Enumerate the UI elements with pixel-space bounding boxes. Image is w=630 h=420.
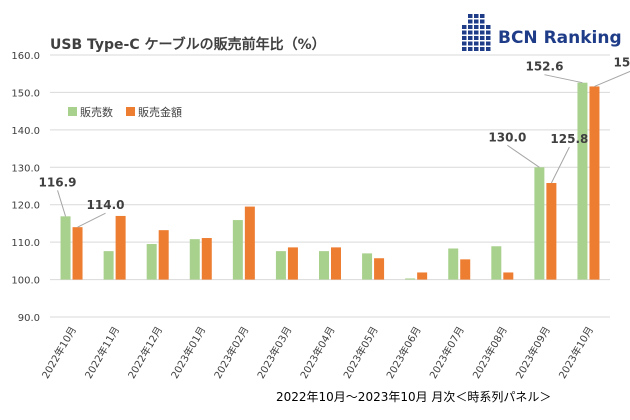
x-tick-label: 2023年02月 xyxy=(211,324,251,381)
bar-sales-count xyxy=(60,216,71,280)
bar-sales-amount xyxy=(374,258,385,280)
x-tick-label: 2023年01月 xyxy=(168,324,208,381)
x-tick-label: 2023年05月 xyxy=(340,324,380,381)
legend-sales-count: 販売数 xyxy=(80,106,113,119)
leader-line xyxy=(550,146,570,184)
leader-line xyxy=(57,190,67,217)
bar-sales-count xyxy=(534,167,545,280)
bar-sales-amount xyxy=(460,259,471,280)
leader-line xyxy=(544,74,583,84)
legend-sales-amount: 販売金額 xyxy=(138,105,182,119)
chart-title: USB Type-C ケーブルの販売前年比（%） xyxy=(50,36,326,53)
bar-sales-count xyxy=(103,251,114,280)
bar-sales-count xyxy=(577,82,588,280)
leader-line xyxy=(594,70,630,87)
leader-line xyxy=(77,212,106,228)
x-tick-label: 2023年09月 xyxy=(513,324,553,381)
data-label: 116.9 xyxy=(39,175,77,189)
y-tick-label: 140.0 xyxy=(11,126,40,137)
y-tick-label: 150.0 xyxy=(11,88,40,99)
bar-sales-amount xyxy=(331,247,341,280)
bar-sales-amount xyxy=(287,247,298,280)
x-tick-label: 2022年10月 xyxy=(39,324,79,381)
bar-sales-count xyxy=(491,246,502,280)
x-tick-label: 2023年04月 xyxy=(297,324,337,381)
bar-sales-amount xyxy=(158,230,169,280)
x-tick-label: 2023年07月 xyxy=(426,324,466,381)
bar-sales-count xyxy=(275,251,286,280)
bar-sales-count xyxy=(189,239,200,280)
x-tick-label: 2022年11月 xyxy=(82,324,122,381)
bar-sales-count xyxy=(362,253,373,280)
x-tick-label: 2023年08月 xyxy=(470,324,510,381)
logo-grid-icon xyxy=(462,14,491,51)
bar-sales-count xyxy=(146,244,157,280)
legend-swatch-sales-amount xyxy=(126,107,135,116)
legend: 販売数 販売金額 xyxy=(68,105,182,119)
data-label: 125.8 xyxy=(550,132,588,146)
leader-line xyxy=(507,144,540,168)
bar-sales-count xyxy=(405,278,416,280)
bar-sales-amount xyxy=(244,206,255,280)
x-tick-label: 2023年06月 xyxy=(383,324,423,381)
data-label: 114.0 xyxy=(87,198,125,212)
x-tick-label: 2023年10月 xyxy=(556,324,596,381)
bar-sales-amount xyxy=(72,227,83,280)
bar-sales-amount xyxy=(546,183,557,280)
bar-sales-amount xyxy=(201,238,212,280)
bar-sales-amount xyxy=(115,215,126,280)
bcn-logo: BCN Ranking xyxy=(462,14,622,51)
data-label: 130.0 xyxy=(488,130,526,144)
x-tick-label: 2022年12月 xyxy=(125,324,165,381)
logo-text: BCN Ranking xyxy=(498,28,622,48)
legend-swatch-sales-count xyxy=(68,107,77,116)
bar-sales-count xyxy=(448,248,459,280)
period-footer: 2022年10月～2023年10月 月次＜時系列パネル＞ xyxy=(276,390,551,404)
data-label: 151.6 xyxy=(613,55,630,69)
y-tick-label: 160.0 xyxy=(11,51,40,62)
y-tick-label: 120.0 xyxy=(11,201,40,212)
bar-sales-count xyxy=(319,251,329,280)
y-tick-label: 90.0 xyxy=(18,313,40,324)
x-tick-label: 2023年03月 xyxy=(254,324,294,381)
y-tick-label: 110.0 xyxy=(11,238,40,249)
bar-sales-amount xyxy=(503,272,514,280)
bar-sales-amount xyxy=(417,272,428,280)
bar-sales-count xyxy=(232,220,243,280)
y-tick-label: 100.0 xyxy=(11,276,40,287)
data-label: 152.6 xyxy=(525,60,563,74)
bar-sales-amount xyxy=(589,86,600,280)
y-tick-label: 130.0 xyxy=(11,163,40,174)
